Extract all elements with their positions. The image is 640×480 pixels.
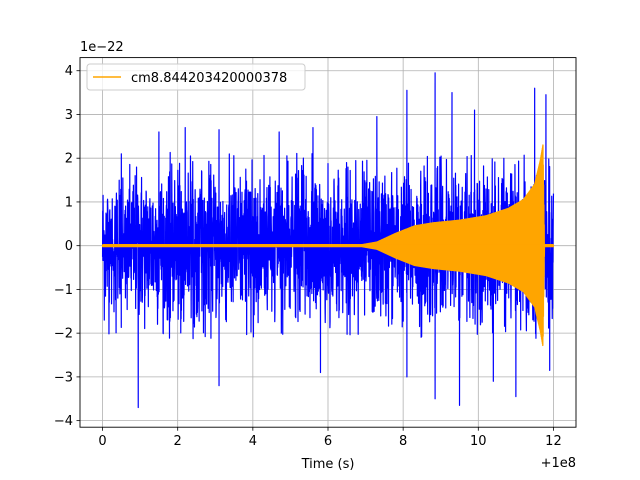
y-tick-label: 0 <box>65 239 73 254</box>
x-tick-label: 0 <box>98 434 106 449</box>
y-tick-label: −4 <box>54 414 73 429</box>
y-tick-label: 4 <box>65 64 73 79</box>
y-tick-label: −2 <box>54 327 73 342</box>
y-tick-label: 3 <box>65 108 73 123</box>
legend: cm8.844203420000378 <box>87 64 305 90</box>
y-scale-label: 1e−22 <box>80 40 124 55</box>
x-tick-label: 2 <box>174 434 182 449</box>
x-offset-label: +1e8 <box>541 456 576 471</box>
x-tick-label: 8 <box>399 434 407 449</box>
y-tick-label: −3 <box>54 370 73 385</box>
x-tick-label: 4 <box>249 434 257 449</box>
y-tick-label: 1 <box>65 195 73 210</box>
x-tick-label: 10 <box>470 434 487 449</box>
x-tick-label: 6 <box>324 434 332 449</box>
x-axis-label: Time (s) <box>301 457 355 472</box>
y-tick-label: 2 <box>65 152 73 167</box>
x-tick-label: 12 <box>545 434 562 449</box>
legend-entry-label: cm8.844203420000378 <box>131 71 287 86</box>
y-tick-label: −1 <box>54 283 73 298</box>
